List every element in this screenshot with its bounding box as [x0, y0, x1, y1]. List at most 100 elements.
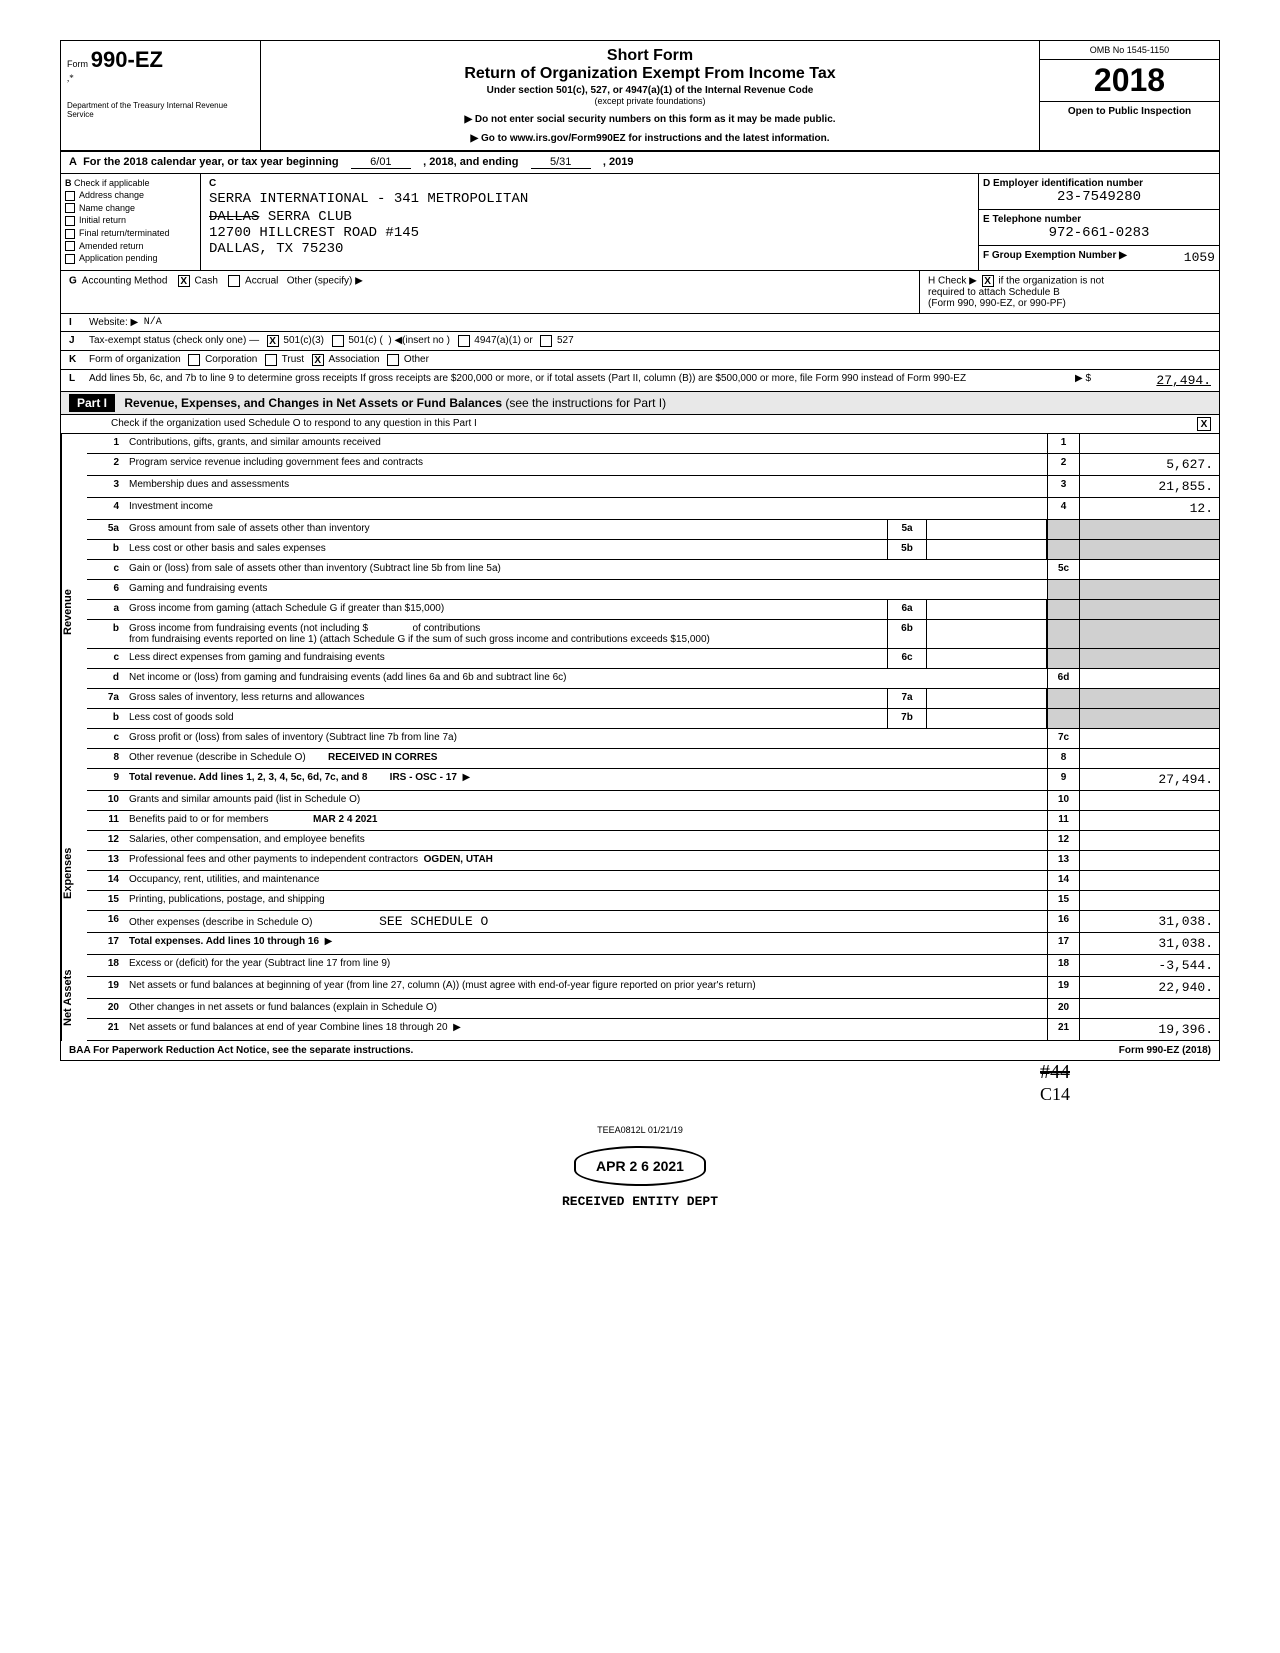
side-label-revenue: Revenue	[61, 434, 87, 791]
form-label: Form	[67, 59, 88, 69]
line-18: 18Excess or (deficit) for the year (Subt…	[87, 955, 1219, 977]
line-7a: 7aGross sales of inventory, less returns…	[87, 689, 1219, 709]
line-5b-mid: 5b	[887, 540, 927, 559]
ogden-stamp: OGDEN, UTAH	[424, 854, 493, 865]
line-1-val	[1079, 434, 1219, 453]
checkbox-schedule-b[interactable]: X	[982, 275, 994, 287]
label-501c3: 501(c)(3)	[283, 335, 324, 346]
col-c-label: C	[209, 178, 216, 189]
row-k-form-org: K Form of organization Corporation Trust…	[61, 351, 1219, 370]
row-g-accounting: G Accounting Method X Cash Accrual Other…	[61, 271, 1219, 314]
line-6c-mid: 6c	[887, 649, 927, 668]
h-text-4: (Form 990, 990-EZ, or 990-PF)	[928, 298, 1066, 309]
row-k-letter: K	[69, 354, 89, 365]
checkbox-501c3[interactable]: X	[267, 335, 279, 347]
initials: C14	[60, 1084, 1070, 1105]
line-9-val: 27,494.	[1079, 769, 1219, 790]
line-6b: b Gross income from fundraising events (…	[87, 620, 1219, 649]
tax-year-end: 5/31	[531, 156, 591, 169]
line-11-text: Benefits paid to or for members MAR 2 4 …	[125, 811, 1047, 830]
box-d-ein: D Employer identification number 23-7549…	[979, 174, 1219, 210]
part-1-label: Part I	[69, 394, 115, 412]
line-19-text: Net assets or fund balances at beginning…	[125, 977, 1047, 998]
line-5c-val	[1079, 560, 1219, 579]
line-5c: cGain or (loss) from sale of assets othe…	[87, 560, 1219, 580]
row-a-mid: , 2018, and ending	[423, 156, 518, 168]
line-19-val: 22,940.	[1079, 977, 1219, 998]
line-5b-text: Less cost or other basis and sales expen…	[125, 540, 887, 559]
item-address-change: Address change	[79, 190, 144, 200]
tax-year-begin: 6/01	[351, 156, 411, 169]
checkbox-4947[interactable]	[458, 335, 470, 347]
checkbox-trust[interactable]	[265, 354, 277, 366]
line-5b: bLess cost or other basis and sales expe…	[87, 540, 1219, 560]
line-4-text: Investment income	[125, 498, 1047, 519]
line-6a-text: Gross income from gaming (attach Schedul…	[125, 600, 887, 619]
header-center: Short Form Return of Organization Exempt…	[261, 41, 1039, 150]
line-6a-mid: 6a	[887, 600, 927, 619]
line-7b-text: Less cost of goods sold	[125, 709, 887, 728]
checkbox-association[interactable]: X	[312, 354, 324, 366]
line-9-text: Total revenue. Add lines 1, 2, 3, 4, 5c,…	[125, 769, 1047, 790]
row-a-endyear: , 2019	[603, 156, 634, 168]
label-trust: Trust	[282, 354, 304, 365]
line-7c: cGross profit or (loss) from sales of in…	[87, 729, 1219, 749]
checkbox-initial-return[interactable]	[65, 216, 75, 226]
line-2: 2Program service revenue including gover…	[87, 454, 1219, 476]
checkbox-corporation[interactable]	[188, 354, 200, 366]
line-10: 10Grants and similar amounts paid (list …	[87, 791, 1219, 811]
row-k-text: Form of organization	[89, 354, 181, 365]
received-entity-stamp: RECEIVED ENTITY DEPT	[60, 1194, 1220, 1209]
checkbox-cash[interactable]: X	[178, 275, 190, 287]
schedule-o-text: Check if the organization used Schedule …	[111, 418, 477, 429]
subtitle-2: (except private foundations)	[271, 96, 1029, 106]
checkbox-accrual[interactable]	[228, 275, 240, 287]
section-bcd: B Check if applicable Address change Nam…	[61, 174, 1219, 271]
subtitle-1: Under section 501(c), 527, or 4947(a)(1)…	[271, 85, 1029, 96]
line-7a-text: Gross sales of inventory, less returns a…	[125, 689, 887, 708]
website-value: N/A	[144, 317, 162, 328]
website-label: Website: ▶	[89, 317, 138, 328]
return-title: Return of Organization Exempt From Incom…	[271, 65, 1029, 83]
line-2-val: 5,627.	[1079, 454, 1219, 475]
col-c-org-info: C SERRA INTERNATIONAL - 341 METROPOLITAN…	[201, 174, 979, 270]
line-20-val	[1079, 999, 1219, 1018]
line-9: 9Total revenue. Add lines 1, 2, 3, 4, 5c…	[87, 769, 1219, 791]
label-other-org: Other	[404, 354, 429, 365]
row-i-website: I Website: ▶ N/A	[61, 314, 1219, 332]
side-label-expenses: Expenses	[61, 791, 87, 955]
label-cash: Cash	[195, 275, 218, 286]
org-name-1: SERRA INTERNATIONAL - 341 METROPOLITAN	[209, 191, 970, 207]
line-14-val	[1079, 871, 1219, 890]
checkbox-application-pending[interactable]	[65, 254, 75, 264]
line-7b: bLess cost of goods sold 7b	[87, 709, 1219, 729]
row-g-text: Accounting Method	[82, 275, 168, 286]
checkbox-527[interactable]	[540, 335, 552, 347]
line-5c-text: Gain or (loss) from sale of assets other…	[125, 560, 1047, 579]
line-11-val	[1079, 811, 1219, 830]
checkbox-name-change[interactable]	[65, 203, 75, 213]
box-f-group: F Group Exemption Number ▶ 1059	[979, 246, 1219, 265]
line-12-text: Salaries, other compensation, and employ…	[125, 831, 1047, 850]
line-17: 17Total expenses. Add lines 10 through 1…	[87, 933, 1219, 955]
dept-text: Department of the Treasury Internal Reve…	[67, 101, 254, 119]
part-1-hint: (see the instructions for Part I)	[505, 396, 666, 410]
line-16: 16Other expenses (describe in Schedule O…	[87, 911, 1219, 933]
label-4947: 4947(a)(1) or	[474, 335, 532, 346]
see-schedule-o-note: SEE SCHEDULE O	[379, 914, 488, 929]
omb-number: OMB No 1545-1150	[1040, 41, 1219, 60]
checkbox-amended-return[interactable]	[65, 241, 75, 251]
gross-receipts-amount: 27,494.	[1091, 373, 1211, 388]
line-6b-text: Gross income from fundraising events (no…	[125, 620, 887, 648]
row-j-text: Tax-exempt status (check only one) —	[89, 335, 259, 346]
checkbox-address-change[interactable]	[65, 191, 75, 201]
part-1-title: Revenue, Expenses, and Changes in Net As…	[124, 396, 502, 410]
h-text-2: if the organization is not	[998, 275, 1104, 286]
checkbox-other-org[interactable]	[387, 354, 399, 366]
item-amended-return: Amended return	[79, 241, 144, 251]
checkbox-final-return[interactable]	[65, 229, 75, 239]
irs-osc-stamp: IRS - OSC - 17	[390, 772, 457, 783]
line-19: 19Net assets or fund balances at beginni…	[87, 977, 1219, 999]
checkbox-501c[interactable]	[332, 335, 344, 347]
checkbox-schedule-o[interactable]: X	[1197, 417, 1211, 431]
